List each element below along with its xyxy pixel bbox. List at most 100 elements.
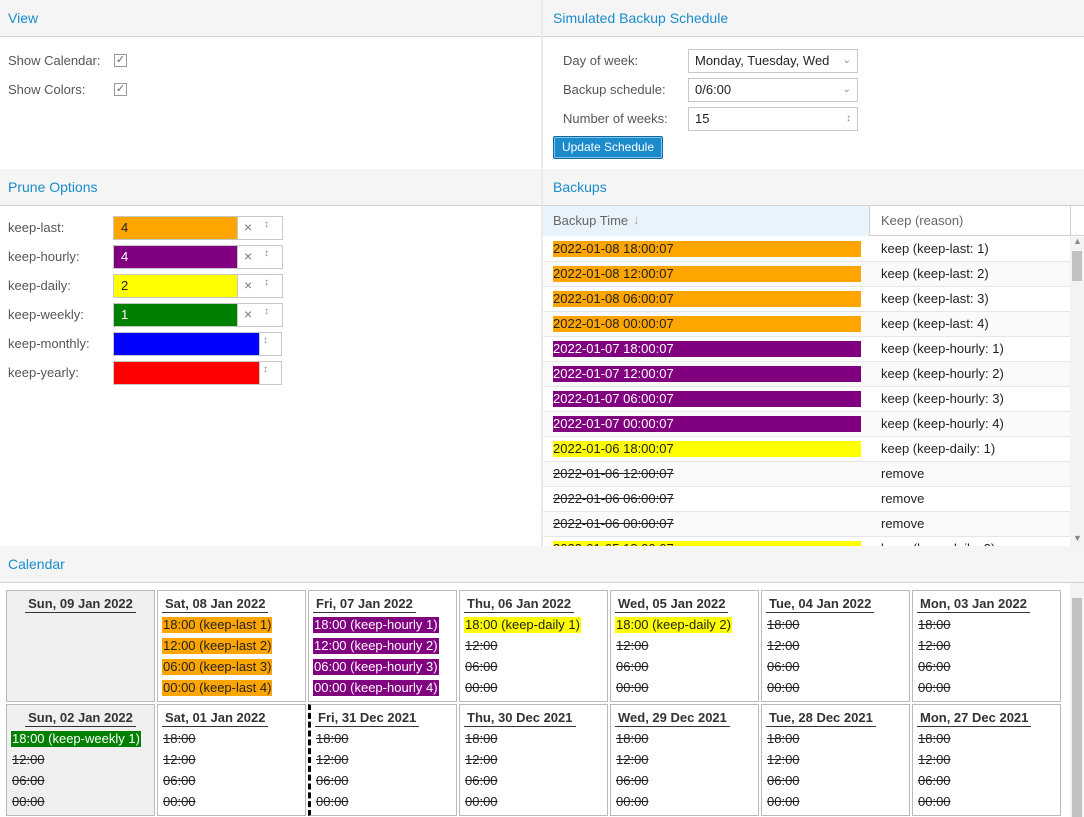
- prune-input[interactable]: 4: [113, 216, 238, 240]
- table-row[interactable]: 2022-01-08 06:00:07 keep (keep-last: 3): [543, 287, 1070, 312]
- calendar-entry: 18:00: [163, 731, 196, 746]
- day-cell: Wed, 29 Dec 2021 18:00 12:00 06:00 00:00: [610, 704, 759, 816]
- backup-time: 2022-01-07 12:00:07: [553, 366, 861, 382]
- calendar-entry: 12:00: [918, 752, 951, 767]
- spinner-frame: [260, 361, 282, 385]
- calendar-entry: 12:00: [616, 752, 649, 767]
- calendar-header: Calendar: [0, 546, 1084, 583]
- day-title: Mon, 03 Jan 2022: [917, 596, 1030, 613]
- day-label: Sun, 02 Jan 2022: [25, 710, 136, 727]
- calendar-entry: 12:00: [163, 752, 196, 767]
- table-row[interactable]: 2022-01-05 18:00:07 keep (keep-daily: 2): [543, 537, 1070, 546]
- prune-input[interactable]: 2: [113, 274, 238, 298]
- keep-reason: remove: [881, 491, 925, 506]
- calendar-entry: 06:00: [163, 773, 196, 788]
- table-row[interactable]: 2022-01-06 12:00:07 remove: [543, 462, 1070, 487]
- backup-time: 2022-01-08 18:00:07: [553, 241, 861, 257]
- clear-button[interactable]: ×: [244, 277, 253, 293]
- table-row[interactable]: 2022-01-06 06:00:07 remove: [543, 487, 1070, 512]
- day-label: Fri, 31 Dec 2021: [315, 710, 420, 727]
- calendar-entry: 00:00 (keep-last 4): [162, 680, 273, 696]
- table-row[interactable]: 2022-01-08 12:00:07 keep (keep-last: 2): [543, 262, 1070, 287]
- number-field[interactable]: 15 ↕: [688, 107, 858, 131]
- table-row[interactable]: 2022-01-06 00:00:07 remove: [543, 512, 1070, 537]
- spinner[interactable]: ↕: [263, 335, 268, 346]
- calendar-entry: 12:00: [616, 638, 649, 653]
- day-cell: Mon, 03 Jan 2022 18:00 12:00 06:00 00:00: [912, 590, 1061, 702]
- spinner[interactable]: ↕: [264, 219, 269, 230]
- calendar-entry: 18:00 (keep-daily 1): [464, 617, 581, 633]
- spinner[interactable]: ↕: [263, 364, 268, 375]
- day-label: Sat, 01 Jan 2022: [162, 710, 269, 727]
- calendar-entry: 06:00: [918, 659, 951, 674]
- backup-time: 2022-01-08 06:00:07: [553, 291, 861, 307]
- day-cell: Sat, 08 Jan 2022 18:00 (keep-last 1) 12:00…: [157, 590, 306, 702]
- prune-label: keep-weekly:: [8, 307, 84, 322]
- checkbox[interactable]: ✓: [114, 83, 127, 96]
- keep-reason: remove: [881, 516, 925, 531]
- calendar-entry: 18:00 (keep-last 1): [162, 617, 273, 633]
- table-row[interactable]: 2022-01-08 18:00:07 keep (keep-last: 1): [543, 237, 1070, 262]
- spinner-frame: [260, 332, 282, 356]
- day-label: Fri, 07 Jan 2022: [313, 596, 416, 613]
- table-row[interactable]: 2022-01-07 06:00:07 keep (keep-hourly: 3): [543, 387, 1070, 412]
- keep-reason: keep (keep-hourly: 3): [881, 391, 1004, 406]
- day-title: Sat, 08 Jan 2022: [162, 596, 269, 613]
- day-label: Wed, 29 Dec 2021: [615, 710, 730, 727]
- keep-reason: keep (keep-hourly: 1): [881, 341, 1004, 356]
- day-cell: Mon, 27 Dec 2021 18:00 12:00 06:00 00:00: [912, 704, 1061, 816]
- calendar-entry: 12:00 (keep-last 2): [162, 638, 273, 654]
- table-row[interactable]: 2022-01-07 12:00:07 keep (keep-hourly: 2): [543, 362, 1070, 387]
- clear-button[interactable]: ×: [244, 306, 253, 322]
- keep-reason: remove: [881, 466, 925, 481]
- day-cell: Fri, 07 Jan 2022 18:00 (keep-hourly 1) 12:…: [308, 590, 457, 702]
- day-cell: Fri, 31 Dec 2021 18:00 12:00 06:00 00:00: [308, 704, 457, 816]
- calendar-entry: 12:00: [465, 638, 498, 653]
- calendar-entry: 00:00: [767, 680, 800, 695]
- column-header[interactable]: Backup Time: [553, 213, 629, 228]
- day-cell: Thu, 30 Dec 2021 18:00 12:00 06:00 00:00: [459, 704, 608, 816]
- calendar-entry: 06:00: [465, 773, 498, 788]
- day-label: Thu, 06 Jan 2022: [464, 596, 575, 613]
- prune-input[interactable]: [113, 332, 260, 356]
- field-label: Day of week:: [563, 53, 639, 68]
- keep-reason: keep (keep-daily: 2): [881, 541, 995, 546]
- clear-button[interactable]: ×: [244, 219, 253, 235]
- prune-label: keep-daily:: [8, 278, 71, 293]
- calendar-entry: 18:00: [316, 731, 349, 746]
- scrollbar-thumb: [1072, 251, 1082, 281]
- table-row[interactable]: 2022-01-07 00:00:07 keep (keep-hourly: 4): [543, 412, 1070, 437]
- checkbox[interactable]: ✓: [114, 54, 127, 67]
- prune-input[interactable]: [113, 361, 260, 385]
- spinner[interactable]: ↕: [264, 248, 269, 259]
- table-row[interactable]: 2022-01-07 18:00:07 keep (keep-hourly: 1): [543, 337, 1070, 362]
- update-button[interactable]: Update Schedule: [553, 136, 663, 159]
- day-cell: Sat, 01 Jan 2022 18:00 12:00 06:00 00:00: [157, 704, 306, 816]
- spinner-frame: [238, 216, 283, 240]
- spinner[interactable]: ↕: [264, 306, 269, 317]
- calendar-entry: 06:00: [12, 773, 45, 788]
- table-row[interactable]: 2022-01-06 18:00:07 keep (keep-daily: 1): [543, 437, 1070, 462]
- calendar-entry: 06:00: [918, 773, 951, 788]
- calendar-entry: 18:00: [616, 731, 649, 746]
- clear-button[interactable]: ×: [244, 248, 253, 264]
- calendar-entry: 12:00: [767, 638, 800, 653]
- table-row[interactable]: 2022-01-08 00:00:07 keep (keep-last: 4): [543, 312, 1070, 337]
- day-cell: Wed, 05 Jan 2022 18:00 (keep-daily 2) 12:0…: [610, 590, 759, 702]
- prune-input[interactable]: 1: [113, 303, 238, 327]
- option-label: Show Colors:: [8, 82, 86, 97]
- backup-time: 2022-01-06 06:00:07: [553, 491, 674, 506]
- prune-input[interactable]: 4: [113, 245, 238, 269]
- prune-label: keep-last:: [8, 220, 65, 235]
- select-box[interactable]: Monday, Tuesday, Wed ⌄: [688, 49, 858, 73]
- calendar-entry: 18:00: [767, 731, 800, 746]
- day-label: Sat, 08 Jan 2022: [162, 596, 269, 613]
- day-label: Mon, 27 Dec 2021: [917, 710, 1032, 727]
- scrollbar: [1070, 237, 1084, 546]
- select-box[interactable]: 0/6:00 ⌄: [688, 78, 858, 102]
- backup-time: 2022-01-06 18:00:07: [553, 441, 861, 457]
- calendar-entry: 00:00: [163, 794, 196, 809]
- column-header[interactable]: Keep (reason): [881, 213, 964, 228]
- field-arrow: ↕: [846, 113, 851, 124]
- spinner[interactable]: ↕: [264, 277, 269, 288]
